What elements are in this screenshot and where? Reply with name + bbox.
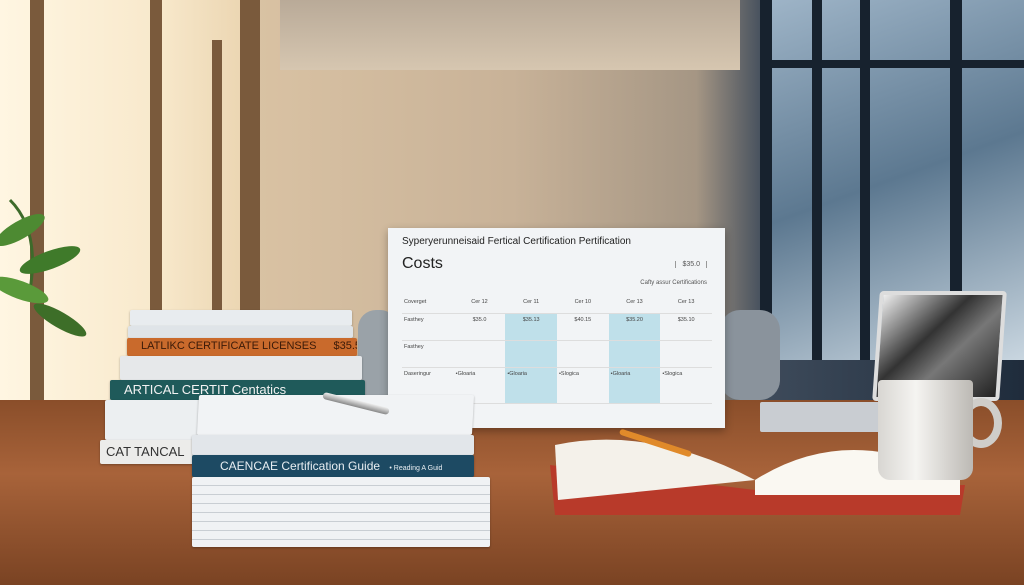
table-cell	[660, 341, 712, 368]
table-cell: $40.15	[557, 314, 609, 341]
book-title: LATLIKC CERTIFICATE LICENSES	[141, 340, 317, 352]
book	[192, 477, 490, 547]
table-cell: $35.10	[660, 314, 712, 341]
column-header: Cer 12	[453, 296, 506, 314]
book-certification-guide: CAENCAE Certification Guide • Reading A …	[192, 455, 474, 477]
cost-sign: Syperyerunneisaid Fertical Certification…	[388, 228, 725, 428]
column-header: Coverget	[402, 296, 454, 314]
book	[192, 435, 474, 455]
sign-heading: Syperyerunneisaid Fertical Certification…	[402, 236, 631, 247]
table-cell: •Gloaria	[505, 368, 557, 404]
book	[128, 326, 353, 338]
book-orange: LATLIKC CERTIFICATE LICENSES $35.5	[127, 338, 357, 356]
column-header: Cer 11	[505, 296, 557, 314]
ceiling-vent	[280, 0, 740, 70]
book-subtitle: • Reading A Guid	[389, 465, 443, 472]
table-cell	[505, 341, 557, 368]
book-title: CAENCAE Certification Guide	[220, 459, 381, 473]
coffee-mug	[878, 380, 973, 480]
book	[130, 310, 352, 326]
column-header: Cer 13	[608, 296, 661, 314]
table-cell: Fasthey	[402, 341, 454, 368]
table-cell	[557, 341, 609, 368]
table-cell: •Slogica	[660, 368, 712, 404]
book-price: $35.5	[333, 340, 358, 352]
plant	[0, 198, 87, 337]
table-cell	[453, 341, 506, 368]
table-cell: $35.13	[505, 314, 557, 341]
book-bottom: CAT TANCAL	[100, 440, 210, 464]
price-badge: $35.0	[675, 261, 707, 268]
table-cell: Fasthey	[402, 314, 454, 341]
chair	[720, 310, 780, 400]
table-cell: $35.20	[608, 314, 661, 341]
column-header: Cer 13	[660, 296, 712, 314]
sign-title: Costs	[402, 255, 443, 272]
sign-subtitle: Cafty assur Certifications	[640, 280, 707, 286]
table-cell: •Gloaria	[608, 368, 661, 404]
table-cell: •Gloaria	[453, 368, 506, 404]
table-cell: •Slogica	[557, 368, 609, 404]
table-cell	[608, 341, 661, 368]
book	[120, 356, 362, 380]
laptop-keyboard	[760, 402, 880, 432]
table-cell: $35.0	[453, 314, 506, 341]
column-header: Cer 10	[557, 296, 609, 314]
cost-table: Coverget Cer 12 Cer 11 Cer 10 Cer 13 Cer…	[402, 296, 712, 404]
